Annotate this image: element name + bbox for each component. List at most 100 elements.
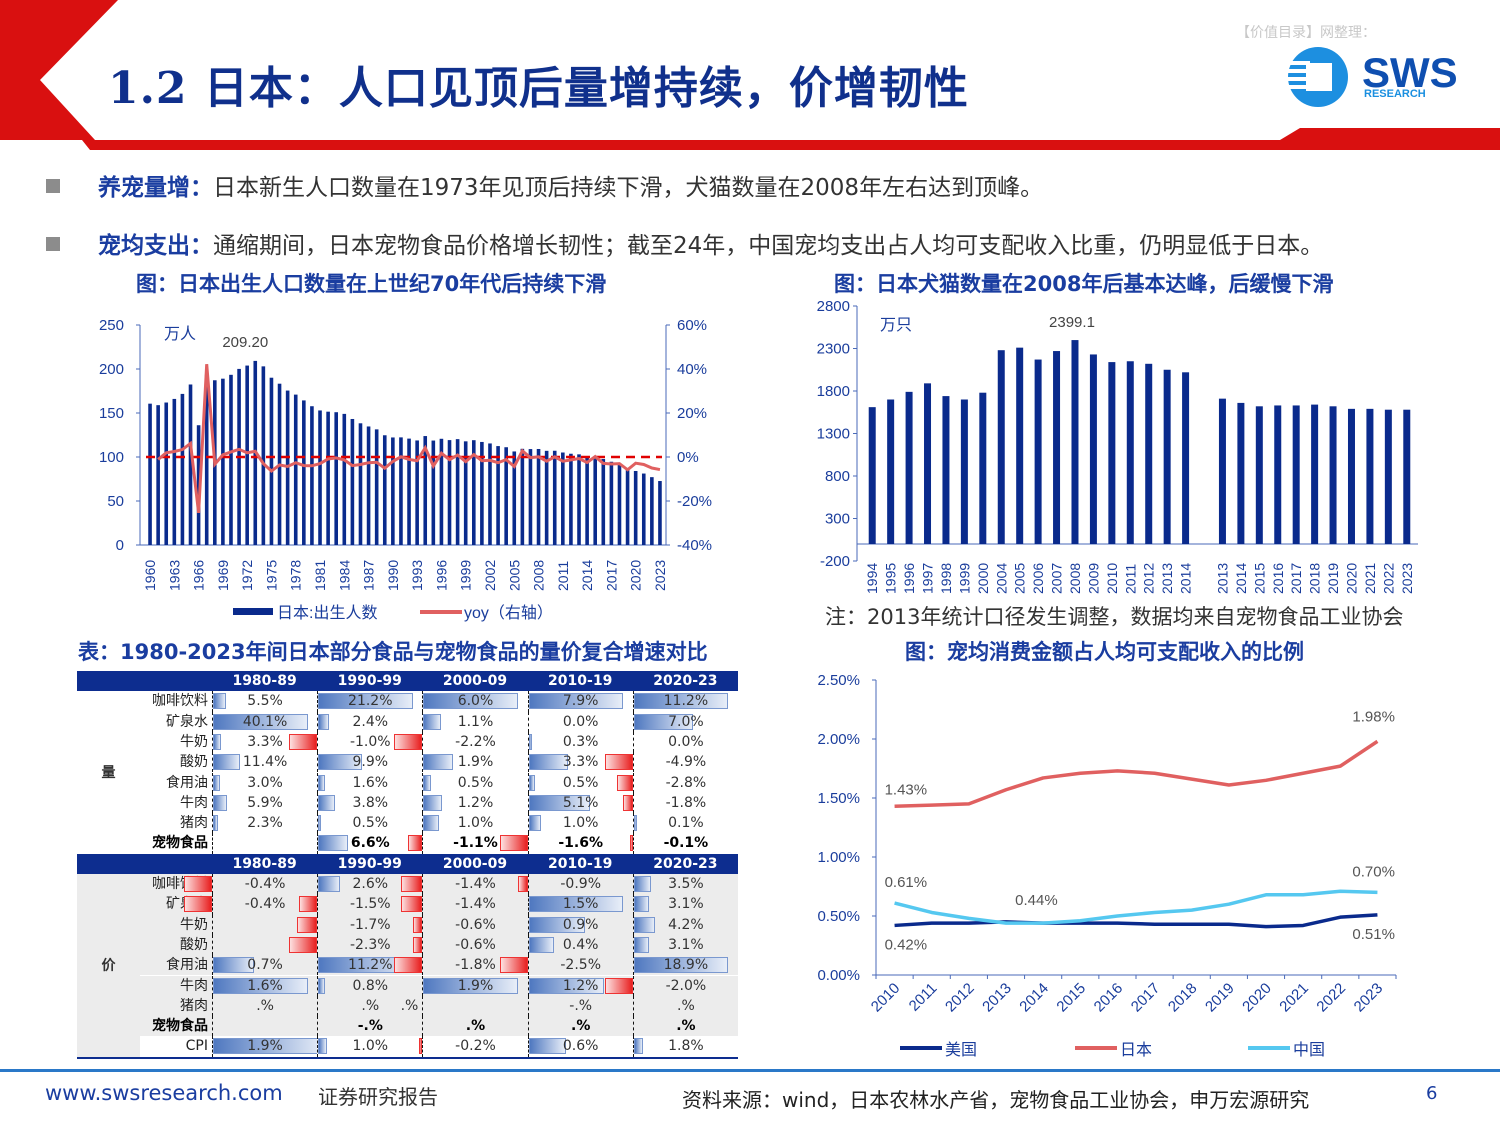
cell-value: -.% — [357, 1018, 383, 1035]
birth-bar — [382, 435, 387, 545]
svg-text:SWS: SWS — [1362, 49, 1458, 96]
negative-data-bar — [408, 835, 423, 852]
row-label: 食用油 — [166, 774, 208, 791]
bullet-pet-spending: 宠均支出：通缩期间，日本宠物食品价格增长韧性；截至24年，中国宠均支出占人均可支… — [46, 226, 1323, 260]
table-cell: 0.4% — [527, 934, 633, 956]
header-decoration — [0, 0, 1500, 150]
cell-value: -0.4% — [244, 876, 286, 892]
positive-data-bar — [318, 754, 363, 771]
data-label: 0.42% — [885, 936, 928, 953]
table-cell: 21.2% — [317, 691, 422, 712]
negative-data-bar — [296, 916, 318, 933]
cell-value: -1.4% — [455, 896, 496, 913]
page-title: 1.2 日本：人口见顶后量增持续，价增韧性 — [108, 63, 969, 114]
birth-bar — [164, 402, 169, 545]
cell-value: -1.6% — [558, 835, 603, 852]
y-tick-label: -200 — [820, 553, 850, 570]
column-header: 1990-99 — [337, 855, 402, 872]
x-tick-label: 2020 — [1239, 980, 1275, 1016]
table-cell: 5.9% — [212, 792, 317, 814]
x-tick-label: 2017 — [603, 560, 619, 591]
positive-data-bar — [633, 1038, 643, 1055]
cell-value: 1.0% — [457, 815, 494, 832]
birth-bar — [512, 451, 517, 545]
table-cell: 3.0% — [212, 772, 317, 793]
table-row: 宠物食品 -.%.%.%.% — [77, 1016, 738, 1037]
negative-data-bar — [413, 936, 423, 953]
pet-bar — [979, 392, 987, 544]
cell-value: 9.9% — [352, 754, 389, 771]
table-cell: -1.7% — [296, 914, 422, 935]
page-number: 6 — [1426, 1083, 1438, 1104]
x-tick-label: 2009 — [1085, 563, 1101, 594]
cell-value: 0.5% — [457, 774, 494, 791]
birth-bar — [310, 406, 314, 545]
birth-bar — [447, 440, 452, 545]
x-tick-label: 2014 — [1016, 980, 1052, 1016]
table-cell: 0.5% — [317, 813, 422, 834]
positive-data-bar — [528, 977, 605, 994]
y-tick-label: 1300 — [817, 426, 850, 443]
pet-bar — [868, 407, 876, 544]
cell-value: 0.8% — [352, 977, 389, 994]
table-cell: 1.2% — [422, 792, 527, 814]
cell-value: 0.4% — [562, 936, 599, 953]
table-cell: -0.6% — [413, 934, 527, 956]
positive-data-bar — [213, 754, 240, 771]
y-tick-label: 50 — [107, 493, 124, 510]
table-row: 牛奶 3.3% -1.0% -2.2% 0.3% 0.0% — [77, 731, 738, 753]
table-row: 猪肉.%.%.% -.%.% — [77, 995, 738, 1017]
table-cell: 40.1% — [212, 711, 317, 732]
column-header: 2020-23 — [653, 855, 718, 872]
cell-value: 5.5% — [247, 693, 283, 710]
birth-bar — [601, 459, 606, 545]
x-tick-label: 2017 — [1128, 980, 1164, 1016]
table-cell: -4.9% — [604, 752, 738, 773]
cell-value: 0.7% — [247, 957, 283, 974]
table-cell: -0.4% — [184, 894, 317, 915]
cell-value: 3.0% — [247, 774, 283, 791]
cell-value: 1.6% — [352, 774, 389, 791]
cell-value: 0.1% — [668, 815, 704, 832]
cell-value: 1.9% — [457, 977, 494, 994]
y-tick-label: 1.50% — [817, 790, 860, 807]
birth-bar — [480, 441, 484, 545]
table-cell: .% — [632, 1016, 738, 1037]
table-row: 咖啡饮料 5.5% 21.2% 6.0% 7.9% 11.2% — [77, 691, 738, 712]
cell-value: 3.3% — [247, 733, 283, 750]
birth-bar — [658, 481, 662, 545]
table-cell: 11.2% — [632, 691, 738, 712]
y-tick-label: 2300 — [817, 341, 850, 358]
table-cell: .% — [422, 1016, 527, 1037]
table-cell: 6.0% — [422, 691, 527, 712]
cell-value: .% — [465, 1018, 486, 1035]
table-row: 猪肉 2.3% 0.5% 1.0% 1.0% 0.1% — [77, 813, 738, 834]
pet-bar — [1403, 409, 1411, 544]
birth-bar — [399, 437, 403, 545]
row-label: 矿泉水 — [166, 713, 208, 730]
x-tick-label: 2016 — [1091, 980, 1127, 1016]
table-row: 酸奶 11.4% 9.9% 1.9% 3.3% -4.9% — [77, 752, 738, 773]
cell-value: 4.2% — [668, 916, 704, 933]
table-cell: -1.6% — [499, 833, 633, 854]
table-cell: 1.9% — [422, 975, 527, 996]
table-cell: 0.0% — [632, 731, 738, 753]
cell-value: .% — [677, 997, 695, 1014]
cell-value: 1.0% — [562, 815, 599, 832]
table-cell: 6.6% — [317, 833, 422, 854]
negative-data-bar — [413, 916, 423, 933]
table-cell: 1.8% — [632, 1036, 738, 1057]
x-tick-label: 1995 — [883, 563, 899, 594]
table-cell: 1.9% — [212, 1036, 326, 1057]
table-cell: .% — [527, 1016, 633, 1037]
table-row: 食用油 3.0% 1.6% 0.5% 0.5% -2.8% — [77, 772, 738, 793]
pet-bar — [1145, 363, 1153, 544]
positive-data-bar — [318, 794, 336, 811]
footer-url[interactable]: www.swsresearch.com — [45, 1081, 283, 1105]
pet-bar — [997, 350, 1005, 544]
chart-title-pets: 图：日本犬猫数量在2008年后基本达峰，后缓慢下滑 — [834, 272, 1334, 296]
negative-data-bar — [499, 957, 528, 974]
cell-value: 3.3% — [562, 754, 599, 771]
table-cell: -0.1% — [629, 833, 738, 854]
y-tick-label: 150 — [99, 405, 124, 422]
